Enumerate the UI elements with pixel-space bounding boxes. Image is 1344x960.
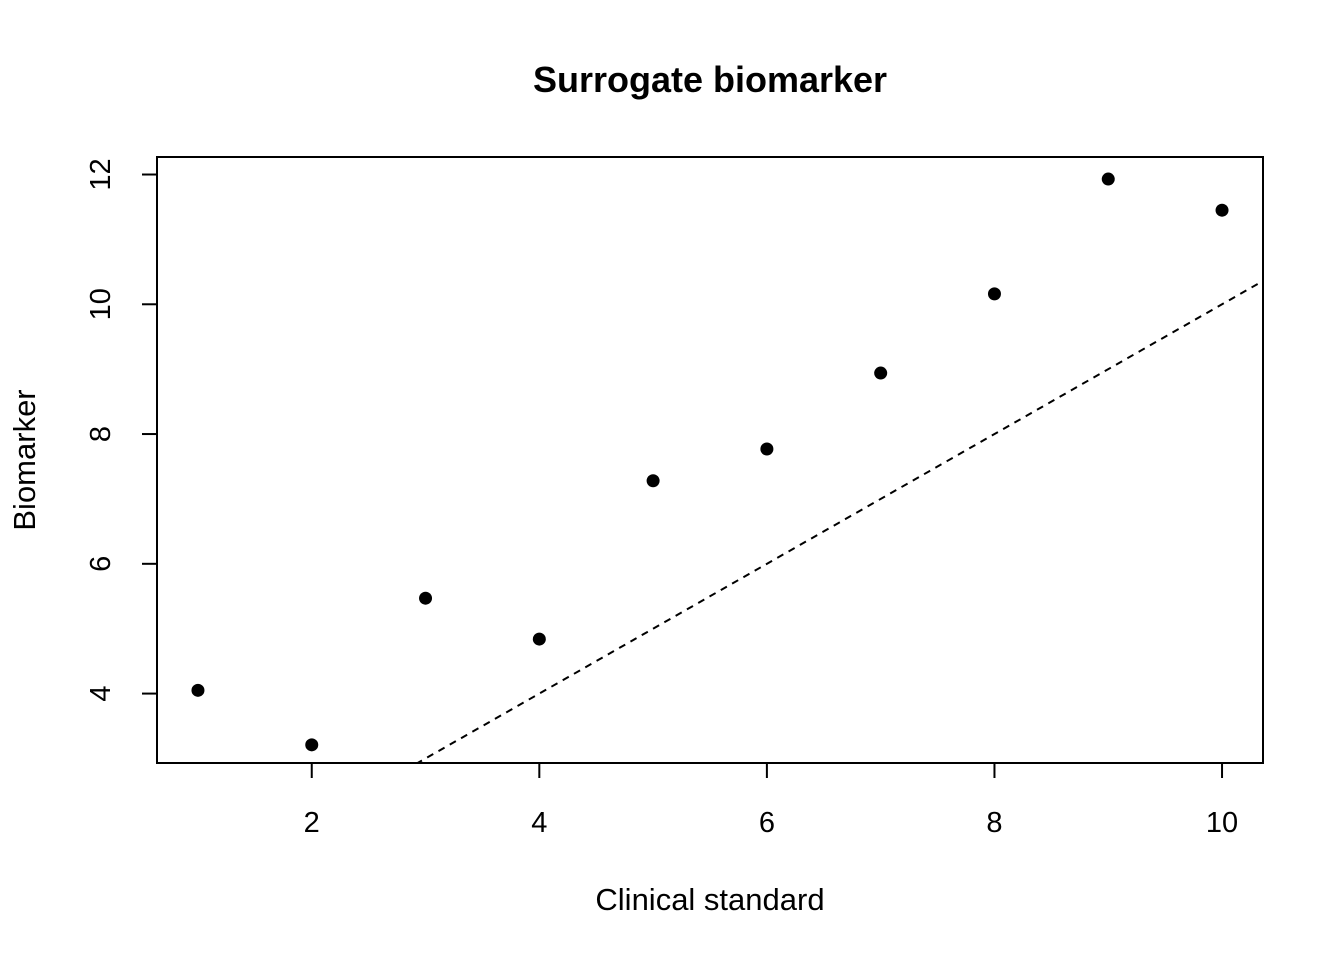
x-tick-label: 4: [531, 807, 547, 839]
identity-reference-line: [415, 279, 1263, 763]
y-tick-label: 8: [85, 426, 117, 442]
reference-line-layer: [415, 279, 1263, 763]
points-layer: [191, 172, 1229, 752]
x-axis: 2 4 6 8 10: [304, 762, 1238, 839]
y-tick-label: 4: [85, 686, 117, 702]
chart-title: Surrogate biomarker: [533, 59, 887, 100]
x-axis-label: Clinical standard: [595, 882, 824, 917]
data-point: [532, 632, 546, 646]
data-point: [874, 366, 888, 380]
x-tick-label: 8: [986, 807, 1002, 839]
data-point: [1215, 203, 1229, 217]
y-axis: 4 6 8 10 12: [85, 158, 158, 702]
y-tick-label: 12: [85, 158, 117, 190]
data-point: [987, 287, 1001, 301]
y-tick-label: 10: [85, 288, 117, 320]
data-point: [191, 683, 205, 697]
data-point: [305, 738, 319, 752]
x-tick-label: 10: [1206, 807, 1238, 839]
y-tick-label: 6: [85, 556, 117, 572]
x-tick-label: 2: [304, 807, 320, 839]
data-point: [419, 591, 433, 605]
data-point: [646, 474, 660, 488]
plot-frame: [156, 156, 1264, 764]
x-tick-label: 6: [759, 807, 775, 839]
data-point: [1101, 172, 1115, 186]
y-axis-label: Biomarker: [7, 389, 42, 530]
data-point: [760, 442, 774, 456]
